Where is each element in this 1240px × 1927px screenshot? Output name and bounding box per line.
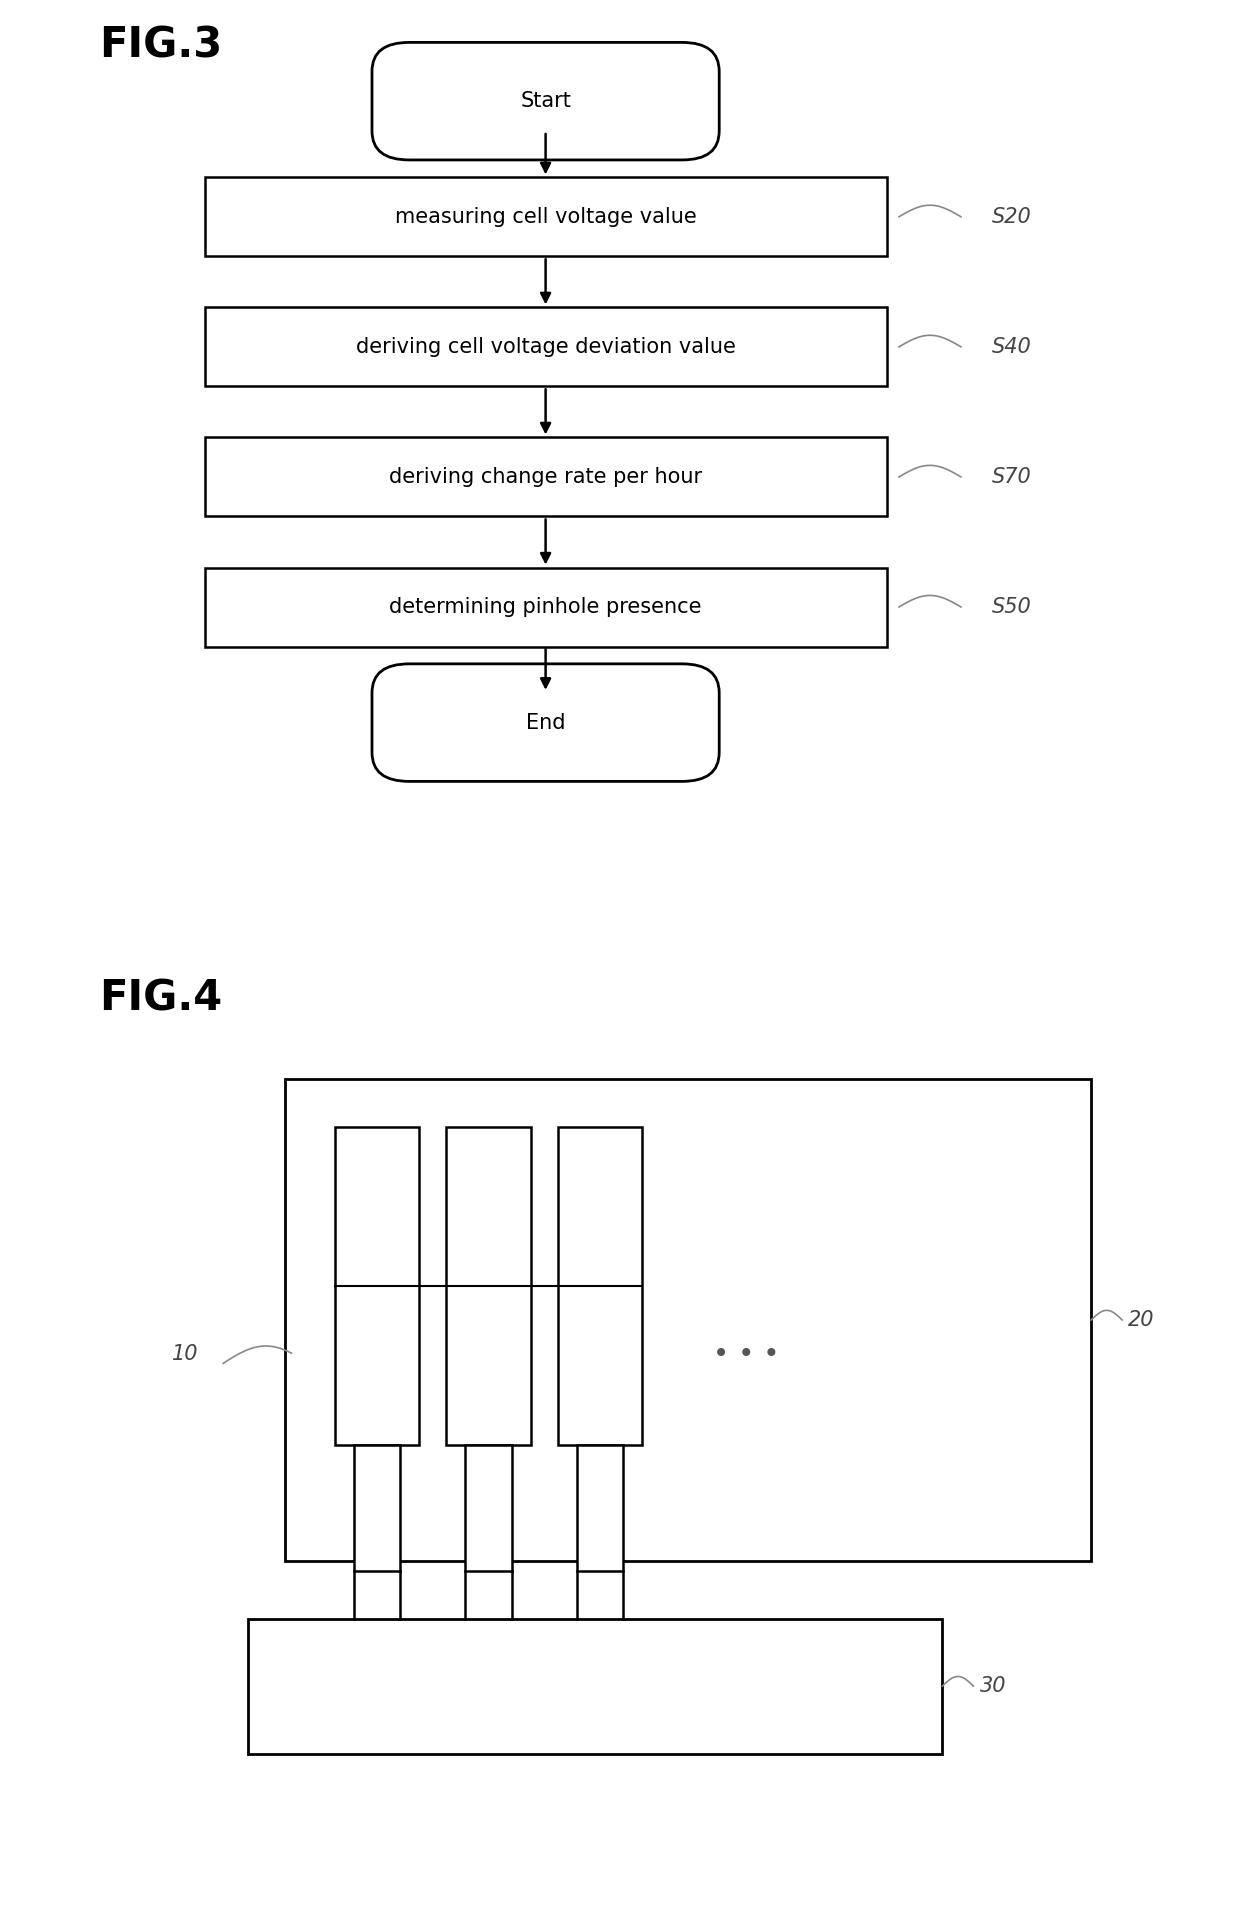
Text: S20: S20 [992, 206, 1032, 227]
Text: deriving cell voltage deviation value: deriving cell voltage deviation value [356, 337, 735, 356]
Text: S70: S70 [992, 466, 1032, 488]
Text: 30: 30 [980, 1676, 1006, 1696]
Bar [577, 1445, 624, 1571]
FancyBboxPatch shape [372, 663, 719, 782]
Text: Start: Start [520, 91, 572, 112]
Text: 10: 10 [172, 1343, 198, 1364]
Text: determining pinhole presence: determining pinhole presence [389, 597, 702, 617]
Text: deriving change rate per hour: deriving change rate per hour [389, 466, 702, 488]
Bar [205, 177, 887, 256]
Text: S50: S50 [992, 597, 1032, 617]
Bar [248, 1619, 942, 1754]
Text: End: End [526, 713, 565, 732]
Text: • • •: • • • [713, 1339, 780, 1368]
Bar [465, 1445, 512, 1571]
Bar [285, 1079, 1091, 1561]
Text: 20: 20 [1128, 1310, 1154, 1330]
Bar [205, 437, 887, 516]
Text: FIG.3: FIG.3 [99, 25, 222, 66]
Bar [335, 1127, 419, 1445]
Bar [205, 567, 887, 647]
FancyBboxPatch shape [372, 42, 719, 160]
Text: FIG.4: FIG.4 [99, 979, 222, 1019]
Text: measuring cell voltage value: measuring cell voltage value [394, 206, 697, 227]
Bar [205, 306, 887, 385]
Text: S40: S40 [992, 337, 1032, 356]
Bar [446, 1127, 531, 1445]
Bar [353, 1445, 401, 1571]
Bar [558, 1127, 642, 1445]
